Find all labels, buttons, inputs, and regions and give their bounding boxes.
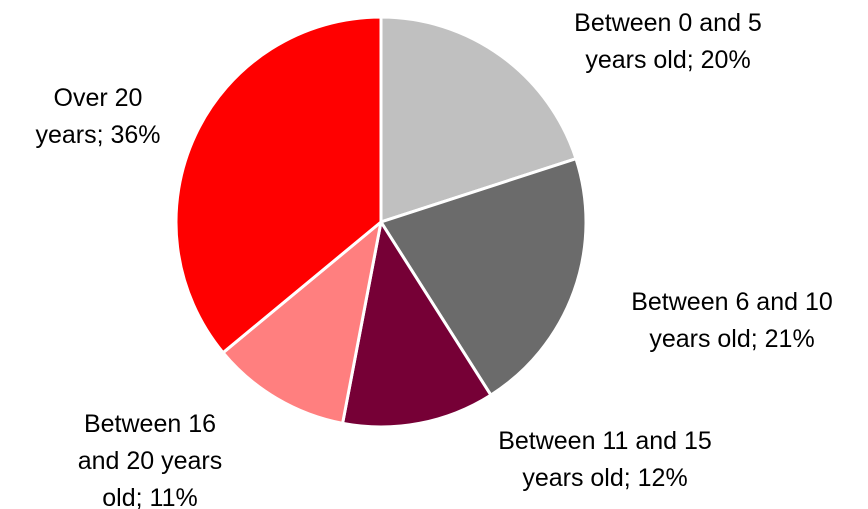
slice-label-4: Between 16 and 20 years old; 11%: [78, 410, 223, 509]
slice-label-line: years old; 21%: [649, 325, 814, 353]
slice-label-5: Over 20 years; 36%: [35, 84, 160, 149]
slice-label-line: Between 6 and 10: [631, 288, 833, 316]
slice-label-line: years old; 12%: [522, 464, 687, 492]
pie-slice-5: [174, 15, 383, 355]
slice-label-3: Between 11 and 15 years old; 12%: [498, 427, 712, 492]
slice-label-line: years old; 20%: [585, 46, 750, 74]
pie-slices: [174, 15, 588, 429]
slice-label-line: Over 20: [54, 84, 143, 112]
pie-slice-3: [341, 220, 493, 429]
slice-label-line: years; 36%: [35, 121, 160, 149]
slice-label-line: old; 11%: [102, 484, 197, 509]
pie-slice-1: [379, 15, 578, 224]
slice-label-line: Between 11 and 15: [498, 427, 712, 455]
slice-label-2: Between 6 and 10 years old; 21%: [631, 288, 833, 353]
slice-label-1: Between 0 and 5 years old; 20%: [574, 9, 762, 74]
slice-label-line: Between 16: [84, 410, 216, 438]
pie-slice-4: [221, 220, 383, 425]
pie-slice-2: [379, 157, 588, 397]
slice-label-line: Between 0 and 5: [574, 9, 762, 37]
pie-labels: Between 0 and 5 years old; 20% Between 6 a…: [35, 9, 832, 509]
slice-label-line: and 20 years: [78, 447, 223, 475]
